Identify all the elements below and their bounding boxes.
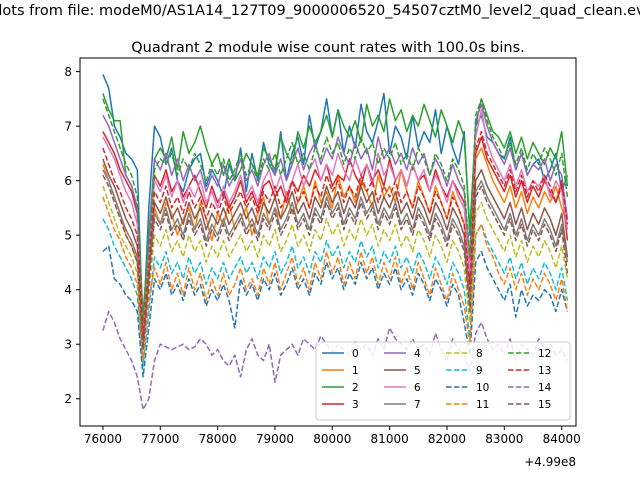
x-tick-label: 78000 <box>199 432 237 446</box>
legend-label-0: 0 <box>352 348 359 360</box>
y-tick-label: 6 <box>64 174 72 188</box>
series-line-13 <box>102 130 569 340</box>
legend-label-13: 13 <box>538 365 551 377</box>
figure-suptitle: Plots from file: modeM0/AS1A14_127T09_90… <box>0 3 640 29</box>
series-line-11 <box>102 196 569 362</box>
legend-box <box>315 341 571 421</box>
x-tick-label: 79000 <box>256 432 294 446</box>
y-tick-label: 2 <box>64 392 72 406</box>
series-line-5 <box>102 158 569 345</box>
series-line-9 <box>102 218 569 367</box>
series-line-15 <box>102 174 569 351</box>
series-line-4 <box>102 103 569 329</box>
x-tick-label: 77000 <box>141 432 179 446</box>
x-tick-label: 76000 <box>84 432 122 446</box>
y-tick-label: 8 <box>64 65 72 79</box>
legend-label-11: 11 <box>476 399 489 411</box>
series-layer <box>102 74 569 411</box>
series-line-8 <box>102 185 569 356</box>
series-line-10 <box>102 245 569 378</box>
x-tick-label: 82000 <box>428 432 466 446</box>
legend-label-1: 1 <box>352 365 359 377</box>
y-tick-label: 3 <box>64 338 72 352</box>
legend-label-12: 12 <box>538 348 551 360</box>
legend-label-8: 8 <box>476 348 483 360</box>
legend-label-9: 9 <box>476 365 483 377</box>
x-tick-label: 81000 <box>371 432 409 446</box>
legend-label-2: 2 <box>352 382 359 394</box>
legend-label-4: 4 <box>414 348 421 360</box>
x-offset-label: +4.99e8 <box>524 455 576 469</box>
legend-label-7: 7 <box>414 399 421 411</box>
y-tick-label: 7 <box>64 120 72 134</box>
x-tick-label: 83000 <box>485 432 523 446</box>
series-line-6 <box>102 109 569 335</box>
series-line-14 <box>102 310 569 411</box>
y-tick-label: 5 <box>64 229 72 243</box>
series-line-0 <box>102 74 569 335</box>
legend-label-6: 6 <box>414 382 421 394</box>
y-axis: 2 3 4 5 6 7 8 <box>64 65 80 406</box>
series-line-12 <box>102 98 569 324</box>
x-axis: 76000 77000 78000 79000 80000 81000 82000 83000… <box>84 426 581 446</box>
legend-label-14: 14 <box>538 382 552 394</box>
plot-frame <box>79 57 577 427</box>
series-line-7 <box>102 169 569 351</box>
chart-title: Quadrant 2 module wise count rates with … <box>131 40 525 56</box>
x-tick-label: 84000 <box>543 432 581 446</box>
legend-label-5: 5 <box>414 365 421 377</box>
x-tick-label: 80000 <box>313 432 351 446</box>
suptitle-text: Plots from file: modeM0/AS1A14_127T09_90… <box>0 3 640 19</box>
series-line-2 <box>102 93 569 318</box>
y-tick-label: 4 <box>64 283 72 297</box>
legend-label-15: 15 <box>538 399 551 411</box>
legend-label-10: 10 <box>476 382 489 394</box>
legend-label-3: 3 <box>352 399 359 411</box>
